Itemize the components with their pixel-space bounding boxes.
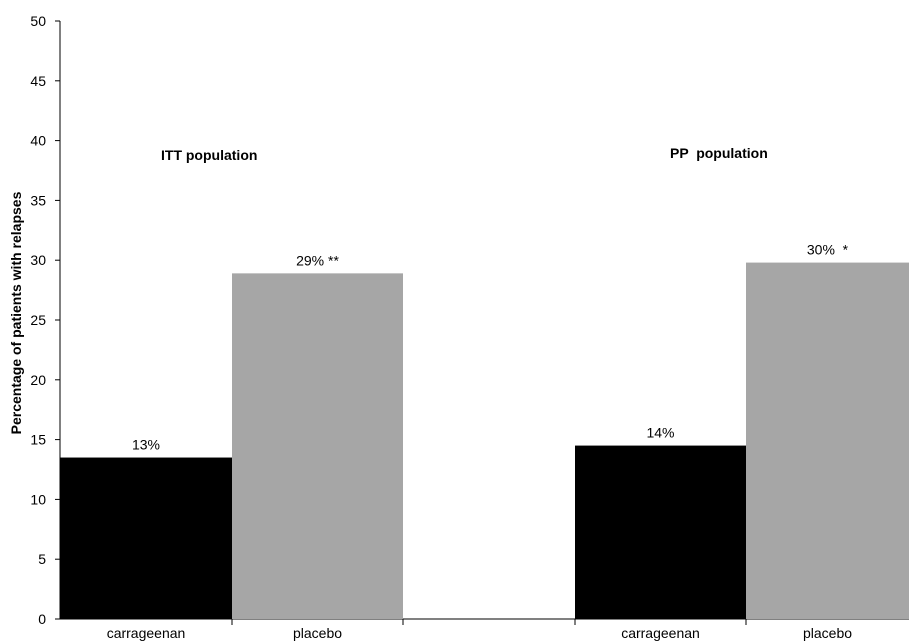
- y-tick-label: 5: [38, 551, 46, 567]
- data-label: 30% *: [807, 242, 849, 258]
- group-title-pp: PP population: [670, 145, 768, 161]
- bar-carrageenan: [575, 445, 746, 619]
- labels: 13% carrageenan 29% ** placebo 14% carrageena…: [107, 242, 853, 641]
- data-label: 14%: [646, 425, 674, 441]
- data-label: 29% **: [296, 252, 339, 268]
- y-tick-label: 25: [30, 312, 46, 328]
- x-category-label: placebo: [293, 625, 342, 641]
- bar-carrageenan: [60, 457, 232, 619]
- y-tick-label: 10: [30, 491, 46, 507]
- y-axis-ticks: 0 5 10 15 20 25 30 35 40 45 50: [30, 13, 60, 627]
- y-tick-label: 50: [30, 13, 46, 29]
- x-category-label: carrageenan: [107, 625, 186, 641]
- y-tick-label: 30: [30, 252, 46, 268]
- x-category-label: carrageenan: [621, 625, 700, 641]
- x-category-label: placebo: [803, 625, 852, 641]
- bar-placebo: [746, 262, 909, 619]
- y-tick-label: 45: [30, 73, 46, 89]
- y-tick-label: 15: [30, 432, 46, 448]
- group-title-itt: ITT population: [161, 147, 257, 163]
- y-tick-label: 20: [30, 372, 46, 388]
- bars: [60, 262, 909, 619]
- y-tick-label: 0: [38, 611, 46, 627]
- bar-placebo: [232, 273, 403, 619]
- y-tick-label: 40: [30, 133, 46, 149]
- data-label: 13%: [132, 437, 160, 453]
- y-axis-label: Percentage of patients with relapses: [8, 191, 24, 434]
- y-tick-label: 35: [30, 192, 46, 208]
